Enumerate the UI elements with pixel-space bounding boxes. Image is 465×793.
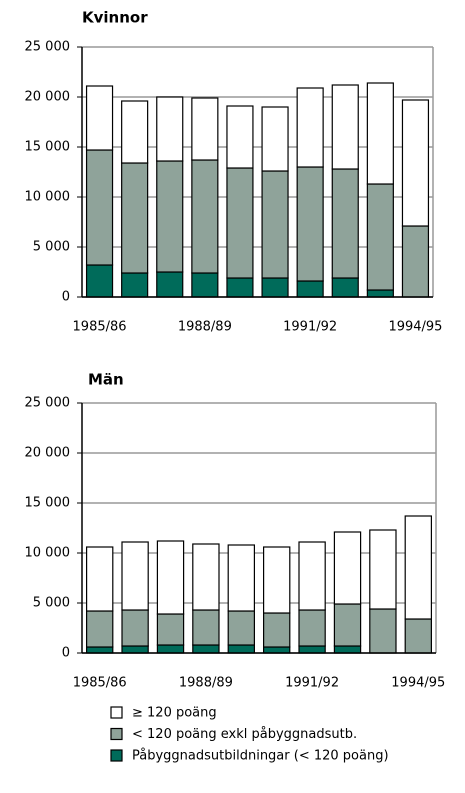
bar-segment: [156, 644, 185, 654]
bar-segment: [296, 166, 324, 282]
bar-segment: [85, 264, 114, 298]
bar-segment: [227, 544, 255, 612]
bar-segment: [263, 612, 291, 648]
bar-segment: [226, 167, 254, 279]
bar-segment: [296, 87, 324, 168]
bar-segment: [156, 271, 184, 298]
bar-segment: [191, 272, 219, 298]
bar-segment: [85, 149, 114, 266]
y-tick-label: 15 000: [25, 496, 71, 511]
bar-segment: [261, 106, 289, 172]
bar-segment: [121, 645, 149, 654]
legend-swatch: [110, 706, 123, 719]
bar-segment: [331, 84, 359, 170]
y-tick-label: 15 000: [25, 140, 71, 155]
bar-segment: [331, 168, 359, 279]
x-tick-label: 1994/95: [388, 320, 442, 335]
chart-title: Kvinnor: [82, 9, 148, 27]
legend-swatch: [110, 749, 123, 762]
bar-segment: [296, 280, 324, 298]
y-tick-label: 10 000: [25, 190, 71, 205]
bar-segment: [227, 644, 255, 654]
bar-segment: [121, 100, 149, 164]
bar-segment: [366, 289, 394, 298]
bar-segment: [227, 610, 255, 646]
bar-segment: [121, 272, 149, 298]
bar-segment: [366, 183, 394, 291]
bar-segment: [263, 546, 291, 614]
x-tick-label: 1988/89: [179, 676, 233, 691]
legend-swatch: [110, 727, 123, 741]
bar-segment: [226, 105, 254, 169]
bar-segment: [401, 225, 430, 298]
bar-segment: [86, 610, 114, 648]
x-tick-label: 1991/92: [283, 320, 337, 335]
y-tick-label: 5 000: [33, 596, 70, 611]
bar-segment: [191, 159, 219, 274]
bar-segment: [192, 543, 220, 611]
y-tick-label: 20 000: [25, 446, 71, 461]
bar-segment: [156, 96, 184, 162]
bar-segment: [86, 646, 114, 654]
bar-segment: [369, 529, 397, 610]
legend-label: ≥ 120 poäng: [132, 706, 217, 721]
bar-segment: [226, 277, 254, 298]
y-tick-label: 5 000: [33, 240, 70, 255]
x-tick-label: 1988/89: [178, 320, 232, 335]
x-tick-label: 1985/86: [73, 320, 127, 335]
bar-segment: [156, 160, 184, 273]
bar-segment: [85, 85, 114, 151]
bar-segment: [333, 531, 362, 605]
bar-segment: [333, 603, 362, 647]
bar-segment: [333, 645, 362, 654]
x-tick-label: 1994/95: [391, 676, 445, 691]
bar-segment: [121, 541, 149, 611]
y-tick-label: 10 000: [25, 546, 71, 561]
bar-segment: [298, 541, 326, 611]
y-tick-label: 0: [62, 290, 70, 305]
legend-label: Påbyggnadsutbildningar (< 120 poäng): [132, 749, 389, 764]
y-tick-label: 20 000: [25, 90, 71, 105]
bar-segment: [404, 618, 432, 654]
bar-segment: [261, 170, 289, 279]
bar-segment: [331, 277, 359, 298]
bar-segment: [86, 546, 114, 612]
bar-segment: [121, 162, 149, 274]
bar-segment: [191, 97, 219, 161]
y-tick-label: 0: [62, 646, 70, 661]
bar-segment: [156, 540, 185, 615]
y-tick-label: 25 000: [25, 40, 71, 55]
x-tick-label: 1991/92: [285, 676, 339, 691]
bar-segment: [261, 277, 289, 298]
legend-label: < 120 poäng exkl påbyggnadsutb.: [132, 727, 357, 742]
bar-segment: [369, 608, 397, 654]
bar-segment: [192, 609, 220, 646]
bar-segment: [366, 82, 394, 185]
bar-segment: [263, 646, 291, 654]
bar-segment: [298, 609, 326, 647]
chart-title: Män: [88, 371, 124, 389]
y-tick-label: 25 000: [25, 396, 71, 411]
x-tick-label: 1985/86: [73, 676, 127, 691]
bar-segment: [298, 645, 326, 654]
bar-segment: [192, 644, 220, 654]
bar-segment: [121, 609, 149, 647]
bar-segment: [156, 613, 185, 646]
bar-segment: [401, 99, 430, 227]
bar-segment: [404, 515, 432, 620]
